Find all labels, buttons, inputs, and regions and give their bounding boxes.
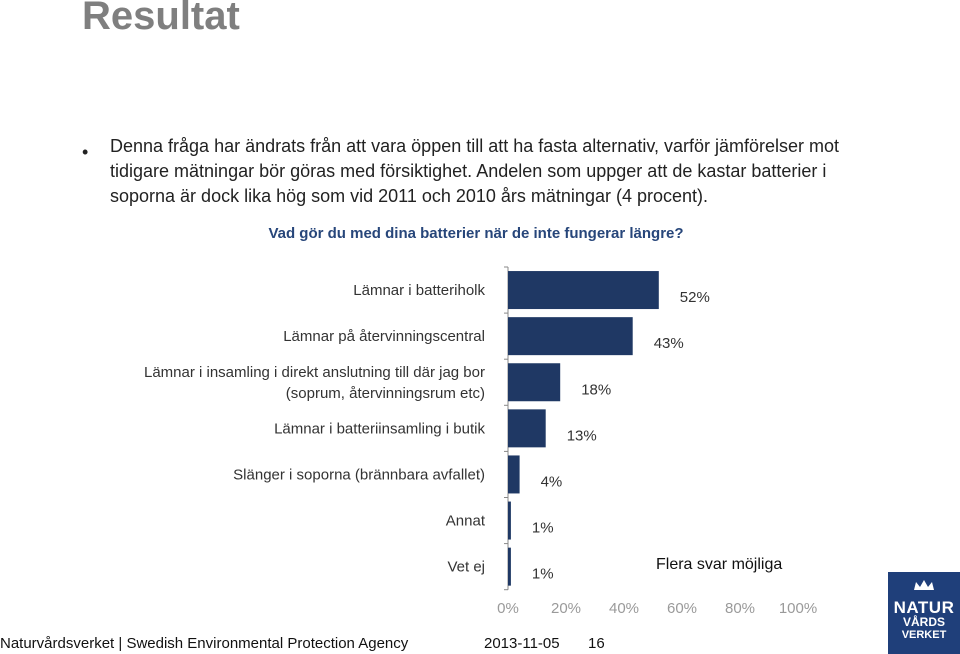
value-label-1: 43% [654, 335, 684, 352]
x-tick-label-1: 20% [551, 600, 581, 617]
category-label-0: Lämnar i batteriholk [353, 282, 485, 299]
value-label-4: 4% [541, 473, 563, 490]
x-tick-label-2: 40% [609, 600, 639, 617]
bar-0 [508, 271, 659, 310]
x-tick-label-3: 60% [667, 600, 697, 617]
multiple-answers-note: Flera svar möjliga [656, 556, 783, 573]
chart-title-text: Vad gör du med dina batterier när de int… [268, 225, 684, 242]
crown-icon [914, 580, 934, 590]
value-label-3: 13% [567, 427, 597, 444]
category-label-5: Annat [446, 513, 486, 530]
page-number: 16 [588, 635, 605, 652]
footer-date: 2013-11-05 [484, 635, 560, 652]
bar-6 [508, 547, 511, 586]
category-label-3: Lämnar i batteriinsamling i butik [274, 420, 485, 437]
naturvardsverket-logo: NATUR VÅRDS VERKET [888, 572, 960, 654]
x-tick-label-5: 100% [779, 600, 817, 617]
bar-3 [508, 409, 546, 448]
x-tick-label-4: 80% [725, 600, 755, 617]
category-label-4: Slänger i soporna (brännbara avfallet) [233, 466, 485, 483]
footer-organization: Naturvårdsverket | Swedish Environmental… [0, 635, 409, 652]
value-label-2: 18% [581, 381, 611, 398]
logo-line-2: VÅRDS [902, 615, 945, 629]
bullet-marker: • [82, 142, 89, 162]
category-label-2-1: (soprum, återvinningsrum etc) [286, 385, 485, 402]
logo-line-1: NATUR [893, 598, 955, 617]
chart-title: Vad gör du med dina batterier när de int… [0, 225, 960, 242]
logo-line-3: VERKET [901, 629, 947, 641]
category-label-2-0: Lämnar i insamling i direkt anslutning t… [144, 364, 485, 381]
bar-2 [508, 363, 561, 402]
value-label-6: 1% [532, 566, 554, 583]
page-title: Resultat [82, 0, 240, 38]
category-label-1: Lämnar på återvinningscentral [283, 328, 485, 345]
category-label-6: Vet ej [447, 559, 485, 576]
value-label-0: 52% [680, 289, 710, 306]
value-label-5: 1% [532, 520, 554, 537]
bullet-text: Denna fråga har ändrats från att vara öp… [110, 136, 840, 206]
x-tick-label-0: 0% [497, 600, 519, 617]
bar-5 [508, 501, 511, 540]
bar-1 [508, 317, 633, 356]
bar-4 [508, 455, 520, 494]
